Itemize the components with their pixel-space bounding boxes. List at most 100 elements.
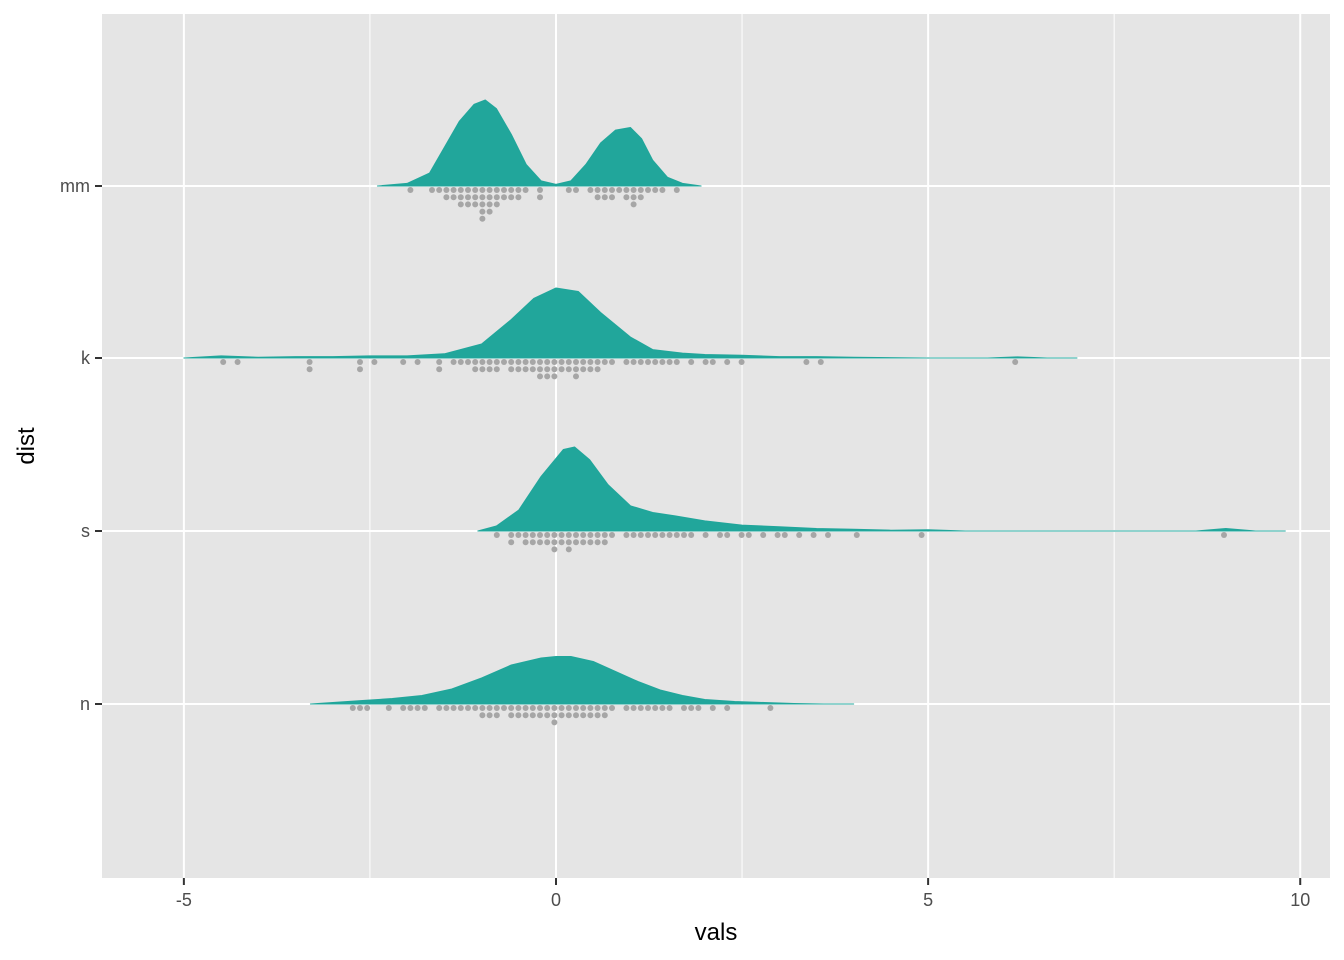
- rain-point-mm: [501, 187, 507, 193]
- rain-point-n: [472, 705, 479, 711]
- rain-point-s: [688, 532, 695, 538]
- rain-point-k: [457, 359, 464, 365]
- rain-point-n: [587, 712, 594, 719]
- rain-point-k: [817, 359, 824, 365]
- rain-point-n: [695, 705, 702, 711]
- rain-point-s: [515, 532, 522, 538]
- rain-point-k: [573, 359, 579, 365]
- rain-point-k: [1012, 359, 1019, 365]
- rain-point-s: [493, 532, 500, 538]
- rain-point-mm: [652, 187, 659, 193]
- rain-point-k: [738, 359, 745, 365]
- rain-point-n: [515, 712, 522, 719]
- rain-point-n: [688, 705, 695, 711]
- rain-point-n: [565, 712, 572, 719]
- x-tick-label: 0: [551, 890, 561, 910]
- rain-point-n: [565, 705, 572, 711]
- rain-point-k: [486, 366, 493, 373]
- rain-point-n: [537, 712, 543, 719]
- rain-point-n: [573, 712, 579, 719]
- rain-point-k: [529, 359, 536, 365]
- rain-point-k: [544, 366, 551, 373]
- rain-point-s: [681, 532, 687, 538]
- rain-point-s: [666, 532, 673, 538]
- rain-point-s: [810, 532, 817, 538]
- rain-point-mm: [472, 187, 479, 193]
- rain-point-n: [594, 712, 601, 719]
- rain-point-s: [853, 532, 860, 538]
- rain-point-mm: [601, 194, 608, 201]
- rain-point-mm: [609, 194, 615, 201]
- rain-point-n: [580, 705, 587, 711]
- rain-point-n: [666, 705, 673, 711]
- y-tick-label: mm: [60, 176, 90, 196]
- rain-point-k: [537, 366, 543, 373]
- rain-point-k: [673, 359, 680, 365]
- rain-point-k: [652, 359, 659, 365]
- rain-point-n: [501, 705, 507, 711]
- rain-point-s: [760, 532, 767, 538]
- rain-point-k: [709, 359, 716, 365]
- rain-point-s: [537, 539, 543, 546]
- rain-point-n: [457, 705, 464, 711]
- rain-point-mm: [673, 187, 680, 193]
- rain-point-s: [587, 532, 594, 538]
- density-cloud-mm: [376, 99, 702, 187]
- rain-point-mm: [623, 194, 630, 201]
- rain-point-k: [465, 359, 471, 365]
- y-axis-title: dist: [13, 427, 40, 465]
- rain-point-mm: [616, 187, 623, 193]
- rain-point-mm: [493, 187, 500, 193]
- rain-point-n: [558, 705, 565, 711]
- rain-point-k: [623, 359, 630, 365]
- rain-point-s: [573, 532, 579, 538]
- rain-point-s: [630, 532, 637, 538]
- rain-point-k: [529, 366, 536, 373]
- rain-point-n: [601, 705, 608, 711]
- rain-point-k: [450, 359, 457, 365]
- rain-point-n: [479, 705, 486, 711]
- rain-point-n: [623, 705, 630, 711]
- rain-point-s: [652, 532, 659, 538]
- rain-point-n: [479, 712, 486, 719]
- rain-point-n: [724, 705, 731, 711]
- rain-point-mm: [501, 194, 507, 201]
- rain-point-n: [587, 705, 594, 711]
- rain-point-n: [450, 705, 457, 711]
- rain-point-mm: [443, 194, 450, 201]
- rain-point-s: [558, 532, 565, 538]
- rain-point-k: [637, 359, 644, 365]
- rain-point-s: [573, 539, 579, 546]
- rain-point-n: [594, 705, 601, 711]
- rain-point-k: [724, 359, 731, 365]
- rain-point-mm: [493, 201, 500, 208]
- rain-point-s: [522, 539, 529, 546]
- rain-point-k: [414, 359, 421, 365]
- rain-point-s: [717, 532, 723, 538]
- rain-point-n: [681, 705, 687, 711]
- dot-rain: [220, 187, 1227, 726]
- rain-point-s: [738, 532, 745, 538]
- rain-point-n: [573, 705, 579, 711]
- rain-point-s: [544, 532, 551, 538]
- rain-point-s: [918, 532, 925, 538]
- rain-point-k: [501, 359, 507, 365]
- rain-point-s: [537, 532, 543, 538]
- rain-point-s: [580, 532, 587, 538]
- rain-point-n: [522, 712, 529, 719]
- rain-point-s: [825, 532, 831, 538]
- rain-point-s: [529, 539, 536, 546]
- panel-background: [102, 14, 1330, 878]
- rain-point-s: [551, 546, 558, 553]
- rain-point-s: [637, 532, 644, 538]
- rain-point-k: [609, 359, 615, 365]
- y-tick-label: s: [81, 521, 90, 541]
- rain-point-k: [565, 359, 572, 365]
- rain-point-n: [515, 705, 522, 711]
- rain-point-mm: [486, 208, 493, 215]
- rain-point-mm: [594, 194, 601, 201]
- rain-point-k: [594, 359, 601, 365]
- rain-point-k: [537, 359, 543, 365]
- rain-point-s: [529, 532, 536, 538]
- rain-point-n: [493, 712, 500, 719]
